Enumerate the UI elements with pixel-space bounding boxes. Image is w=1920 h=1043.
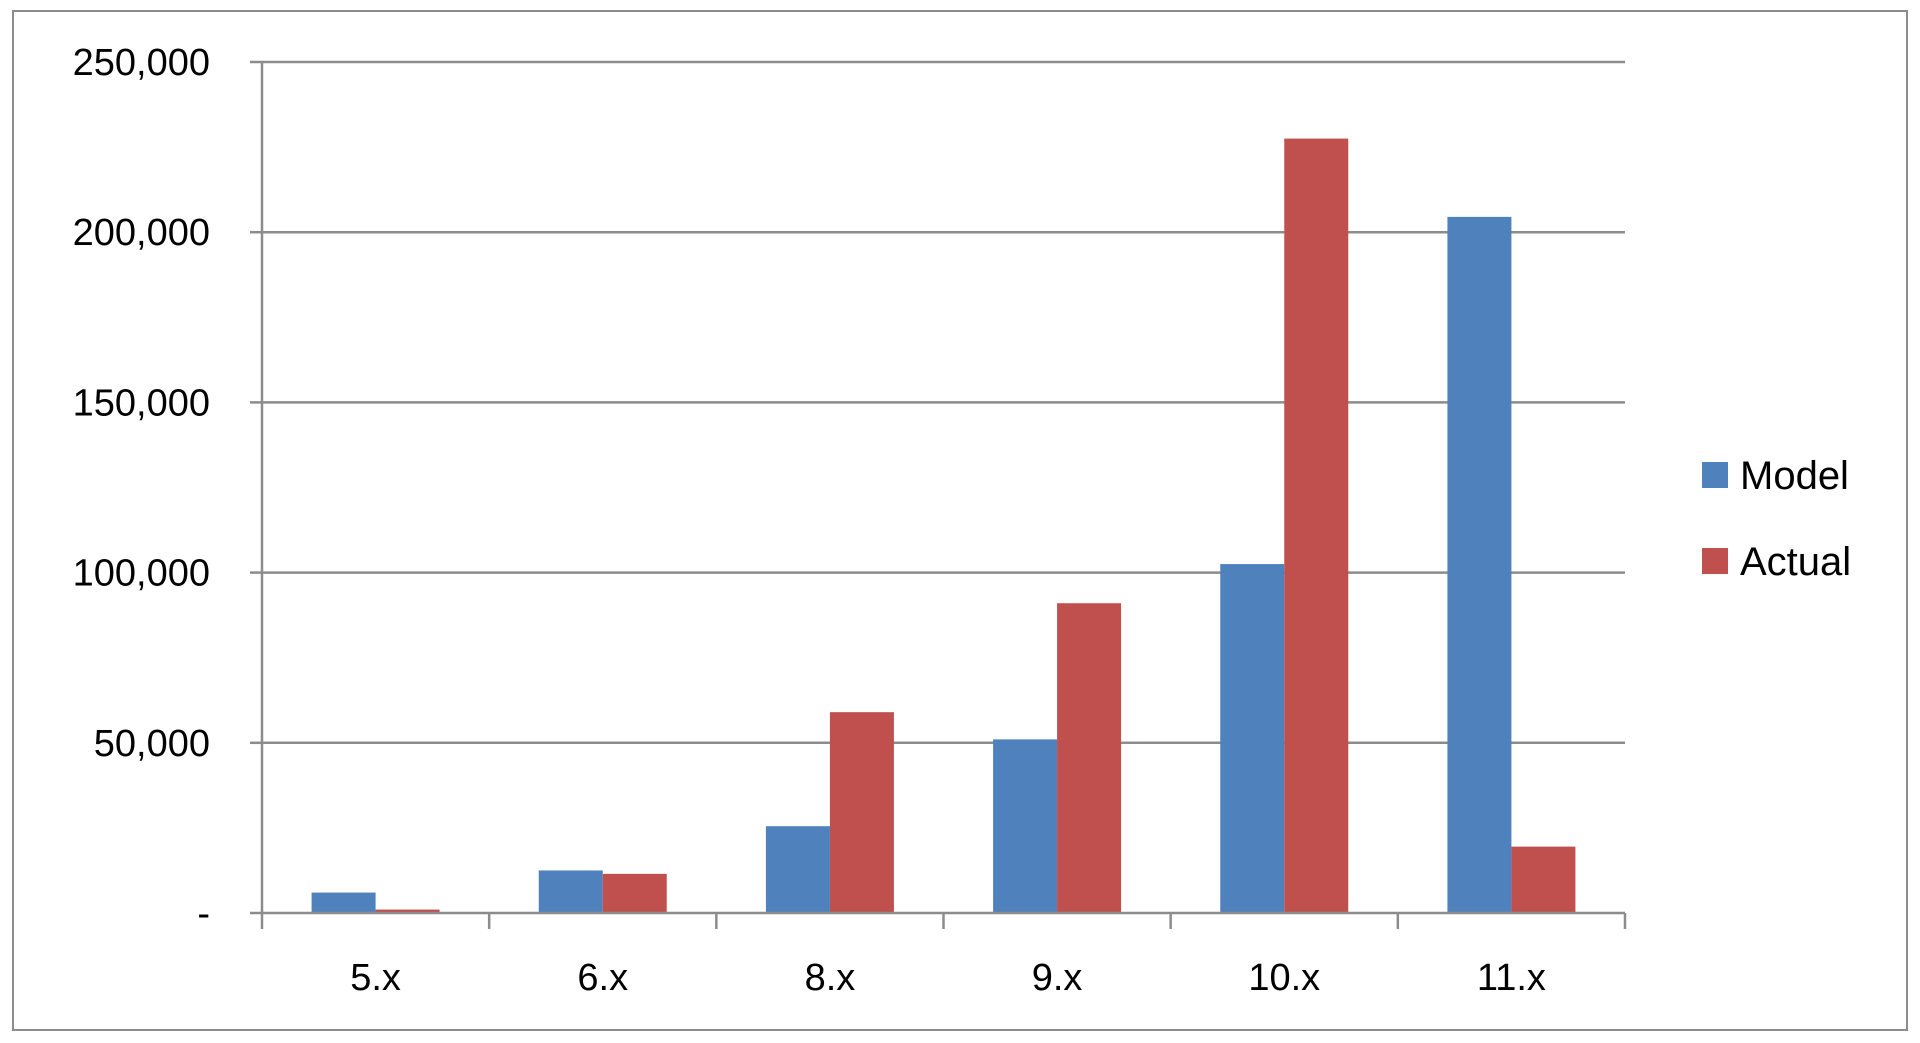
chart-frame (12, 10, 1908, 1031)
bar-model-6.x (538, 870, 603, 913)
bar-model-9.x (993, 739, 1058, 913)
legend: Model Actual (1702, 454, 1851, 584)
legend-label-model: Model (1740, 454, 1849, 498)
y-tick-label: 150,000 (73, 382, 210, 424)
x-tick-label: 8.x (805, 957, 856, 999)
y-tick-label: 200,000 (73, 212, 210, 254)
bar-actual-8.x (829, 712, 894, 913)
bar-model-5.x (311, 892, 376, 913)
x-tick-label: 9.x (1032, 957, 1083, 999)
legend-swatch-model (1702, 462, 1728, 488)
y-tick-label: - (197, 893, 210, 935)
x-tick-label: 6.x (577, 957, 628, 999)
axes: - 50,000 100,000 150,000 200,000 250,000 5.x 6.… (73, 42, 1627, 999)
bar-model-8.x (765, 826, 830, 913)
bar-actual-9.x (1057, 603, 1122, 913)
bar-actual-10.x (1284, 138, 1349, 914)
bar-actual-11.x (1511, 846, 1576, 913)
gridlines (262, 60, 1625, 745)
bar-model-10.x (1220, 564, 1285, 913)
bar-actual-5.x (375, 909, 440, 913)
bars (311, 138, 1576, 914)
legend-label-actual: Actual (1740, 540, 1851, 584)
legend-swatch-actual (1702, 548, 1728, 574)
x-tick-label: 11.x (1477, 957, 1546, 999)
y-tick-label: 250,000 (73, 42, 210, 84)
y-tick-label: 50,000 (94, 723, 210, 765)
bar-actual-6.x (602, 873, 667, 913)
x-tick-label: 10.x (1248, 957, 1320, 999)
y-tick-label: 100,000 (73, 553, 210, 595)
x-tick-label: 5.x (350, 957, 401, 999)
bar-model-11.x (1447, 216, 1512, 913)
